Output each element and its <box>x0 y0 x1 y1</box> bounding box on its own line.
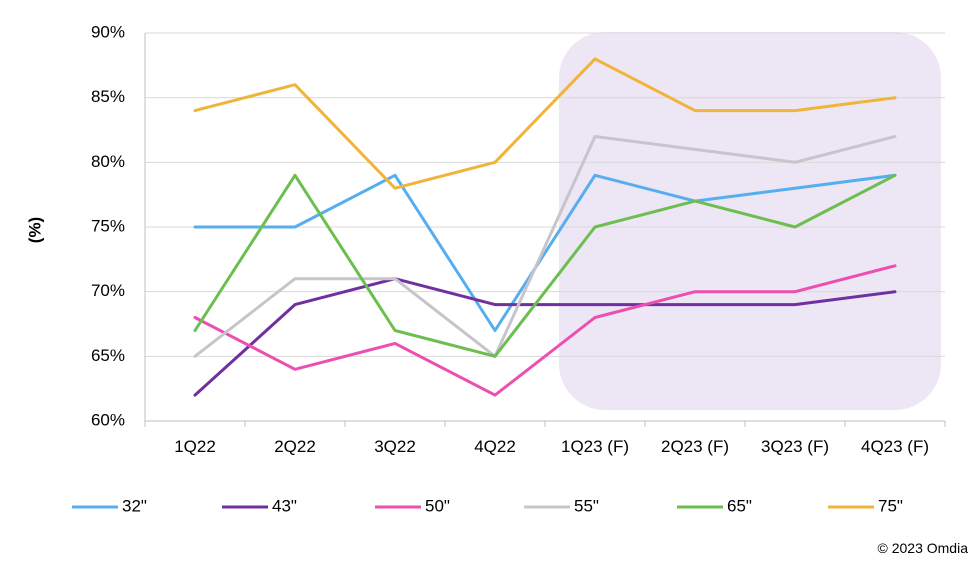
series-line-2 <box>193 264 897 397</box>
forecast-highlight <box>559 32 941 410</box>
series-line-1 <box>193 277 897 397</box>
legend-label: 43" <box>272 496 297 515</box>
legend-label: 32" <box>122 496 147 515</box>
axes <box>144 33 946 427</box>
y-tick-label: 90% <box>91 22 125 41</box>
x-tick-label: 3Q22 <box>374 437 416 456</box>
x-tick-label: 4Q23 (F) <box>861 437 929 456</box>
x-tick-label: 4Q22 <box>474 437 516 456</box>
copyright-credit: © 2023 Omdia <box>878 540 969 556</box>
x-tick-label: 3Q23 (F) <box>761 437 829 456</box>
legend-label: 55" <box>574 496 599 515</box>
y-tick-label: 85% <box>91 87 125 106</box>
y-tick-label: 60% <box>91 410 125 429</box>
y-axis-label: (%) <box>25 217 44 243</box>
series-line-4 <box>193 173 897 358</box>
forecast-highlight-layer <box>559 32 941 410</box>
series-line-0 <box>193 173 897 332</box>
y-tick-label: 70% <box>91 281 125 300</box>
legend-label: 65" <box>727 496 752 515</box>
x-tick-labels: 1Q22 2Q22 3Q22 4Q22 1Q23 (F) 2Q23 (F) 3Q23 (F)… <box>174 437 929 456</box>
y-tick-label: 75% <box>91 216 125 235</box>
x-tick-label: 1Q23 (F) <box>561 437 629 456</box>
series-line-3 <box>193 135 897 358</box>
y-tick-label: 80% <box>91 152 125 171</box>
y-tick-labels: 60% 65% 70% 75% 80% 85% 90% <box>91 22 125 429</box>
series-line-5 <box>193 57 897 190</box>
series-lines <box>193 57 897 397</box>
x-tick-label: 2Q22 <box>274 437 316 456</box>
legend: 32" 43" 50" 55" 65" 75" <box>72 496 903 515</box>
legend-label: 50" <box>425 496 450 515</box>
x-tick-label: 1Q22 <box>174 437 216 456</box>
x-tick-label: 2Q23 (F) <box>661 437 729 456</box>
y-tick-label: 65% <box>91 346 125 365</box>
legend-label: 75" <box>878 496 903 515</box>
